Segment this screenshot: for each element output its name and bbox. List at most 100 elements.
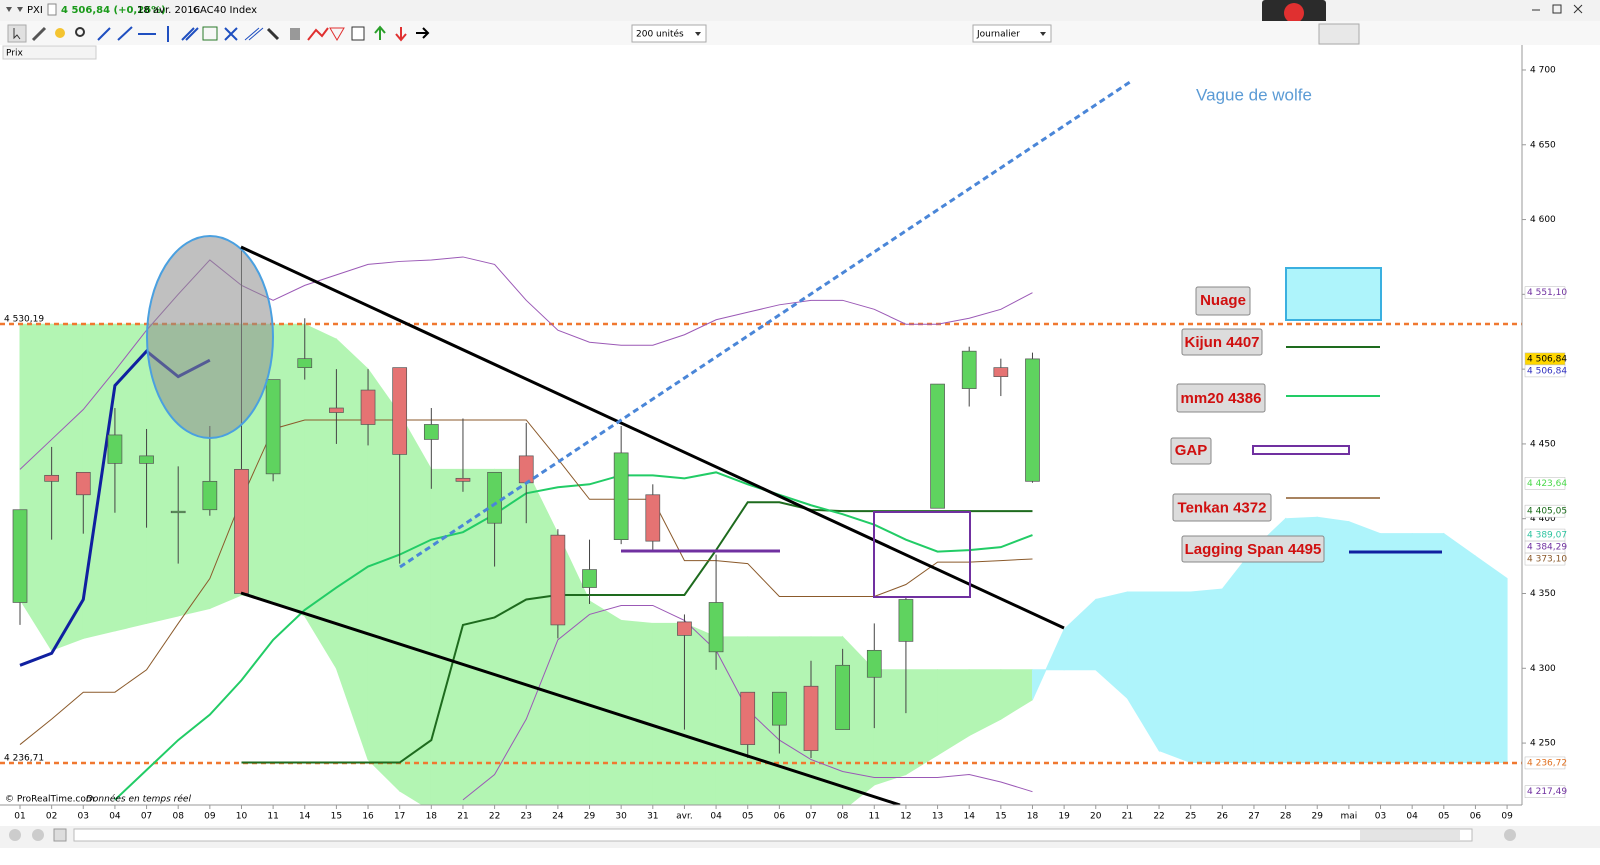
scroll-end-button[interactable] bbox=[1504, 829, 1516, 841]
maximize-button[interactable] bbox=[1552, 4, 1562, 14]
x-tick-label: 23 bbox=[521, 812, 532, 822]
panel-header bbox=[2, 45, 97, 60]
x-tick-label: 27 bbox=[1248, 812, 1259, 822]
candle-body bbox=[455, 477, 471, 482]
x-tick-label: 13 bbox=[932, 812, 943, 822]
dropdown-icon[interactable] bbox=[6, 7, 12, 12]
drawings bbox=[146, 80, 1131, 805]
scrollbar[interactable] bbox=[73, 828, 1473, 842]
y-tick-label: 4 650 bbox=[1530, 140, 1556, 150]
ray-tool[interactable] bbox=[117, 26, 133, 41]
price-tag-label: 4 384,29 bbox=[1527, 543, 1567, 553]
x-tick-label: 25 bbox=[1185, 812, 1196, 822]
period-value: Journalier bbox=[976, 30, 1020, 40]
alert-tool[interactable] bbox=[55, 28, 65, 38]
legend-label: Tenkan 4372 bbox=[1178, 499, 1267, 516]
x-tick-label: 04 bbox=[109, 812, 121, 822]
symbol: PXI bbox=[27, 5, 43, 16]
candle-body bbox=[518, 455, 534, 484]
indicator-tool[interactable] bbox=[307, 27, 329, 41]
x-tick-label: 22 bbox=[489, 812, 500, 822]
info-icon[interactable] bbox=[47, 3, 57, 16]
x-tick-label: 11 bbox=[869, 812, 880, 822]
close-button[interactable] bbox=[1573, 4, 1583, 14]
cloud-segment bbox=[652, 622, 685, 805]
dropdown-arrow bbox=[695, 32, 701, 36]
x-tick-label: 21 bbox=[1122, 812, 1133, 822]
line-tool[interactable] bbox=[97, 27, 111, 41]
y-tick-label: 4 600 bbox=[1530, 215, 1556, 225]
candle-body bbox=[803, 685, 819, 751]
candle-body bbox=[360, 389, 376, 425]
price-tag bbox=[1524, 756, 1566, 770]
x-tick-label: 21 bbox=[457, 812, 468, 822]
candle-body bbox=[613, 452, 629, 541]
legend-box bbox=[1181, 328, 1263, 356]
chart-style-button[interactable] bbox=[1318, 23, 1360, 45]
x-tick-label: 06 bbox=[1470, 812, 1482, 822]
dropdown-icon[interactable] bbox=[17, 7, 23, 12]
candle-body bbox=[12, 509, 28, 603]
x-tick-label: avr. bbox=[676, 812, 693, 822]
x-tick-label: 29 bbox=[584, 812, 596, 822]
zoom-in-button[interactable] bbox=[32, 829, 44, 841]
legend-box bbox=[1170, 437, 1212, 465]
instrument-name: CAC40 Index bbox=[193, 5, 257, 16]
reset-button[interactable] bbox=[53, 828, 67, 842]
x-tick-label: 17 bbox=[394, 812, 405, 822]
scroll-thumb[interactable] bbox=[1360, 830, 1460, 840]
x-tick-label: 10 bbox=[236, 812, 248, 822]
x-tick-label: 28 bbox=[1280, 812, 1292, 822]
x-tick-label: 06 bbox=[774, 812, 786, 822]
x-tick-label: 19 bbox=[1058, 812, 1070, 822]
channel-tool[interactable] bbox=[181, 27, 199, 41]
candle-body bbox=[835, 664, 850, 730]
indicator-line bbox=[19, 419, 1033, 745]
y-tick-label: 4 700 bbox=[1530, 65, 1556, 75]
candle-body bbox=[961, 350, 977, 389]
fan-tool[interactable] bbox=[244, 27, 264, 41]
price-tag-label: 4 217,49 bbox=[1527, 787, 1567, 797]
period-dropdown[interactable] bbox=[972, 24, 1052, 43]
cursor-icon bbox=[13, 28, 21, 40]
candle-body bbox=[44, 474, 59, 482]
gann-tool[interactable] bbox=[224, 27, 238, 41]
record-button[interactable] bbox=[1284, 3, 1304, 23]
x-tick-label: 15 bbox=[995, 812, 1006, 822]
pattern-tool[interactable] bbox=[329, 27, 345, 41]
x-tick-label: 26 bbox=[1217, 812, 1229, 822]
price-tag-label: 4 405,05 bbox=[1527, 507, 1567, 517]
candle-body bbox=[423, 424, 439, 440]
sell-arrow-tool[interactable] bbox=[395, 27, 407, 42]
pencil-tool[interactable] bbox=[31, 26, 47, 42]
legend-label: GAP bbox=[1175, 442, 1208, 459]
price-tag-label: 4 389,07 bbox=[1527, 531, 1567, 541]
x-tick-label: 24 bbox=[552, 812, 564, 822]
buy-arrow-tool[interactable] bbox=[374, 25, 386, 40]
zoom-tool[interactable] bbox=[75, 27, 85, 37]
legend-box bbox=[1176, 383, 1266, 413]
units-dropdown[interactable] bbox=[631, 24, 707, 43]
eraser-tool[interactable] bbox=[266, 27, 280, 41]
fibo-tool[interactable] bbox=[202, 26, 218, 41]
delete-tool[interactable] bbox=[290, 28, 300, 40]
price-tag-label: 4 506,84 bbox=[1527, 354, 1567, 364]
candle-body bbox=[487, 471, 502, 524]
candle-body bbox=[75, 471, 91, 496]
legend-label: Lagging Span 4495 bbox=[1185, 541, 1322, 558]
right-arrow-tool[interactable] bbox=[416, 27, 430, 39]
annotation-text: Vague de wolfe bbox=[1196, 85, 1312, 104]
candle-body bbox=[645, 494, 661, 542]
zoom-out-button[interactable] bbox=[9, 829, 21, 841]
cloud-segment bbox=[304, 323, 337, 671]
price-tag bbox=[1524, 477, 1566, 490]
legend-swatch bbox=[1285, 267, 1382, 321]
x-tick-label: 20 bbox=[1090, 812, 1102, 822]
cloud-segment bbox=[1474, 555, 1508, 764]
level-label: 4 236,71 bbox=[4, 753, 44, 763]
candle-body bbox=[170, 510, 186, 514]
text-tool[interactable] bbox=[351, 26, 365, 41]
cursor-tool[interactable] bbox=[7, 24, 27, 43]
